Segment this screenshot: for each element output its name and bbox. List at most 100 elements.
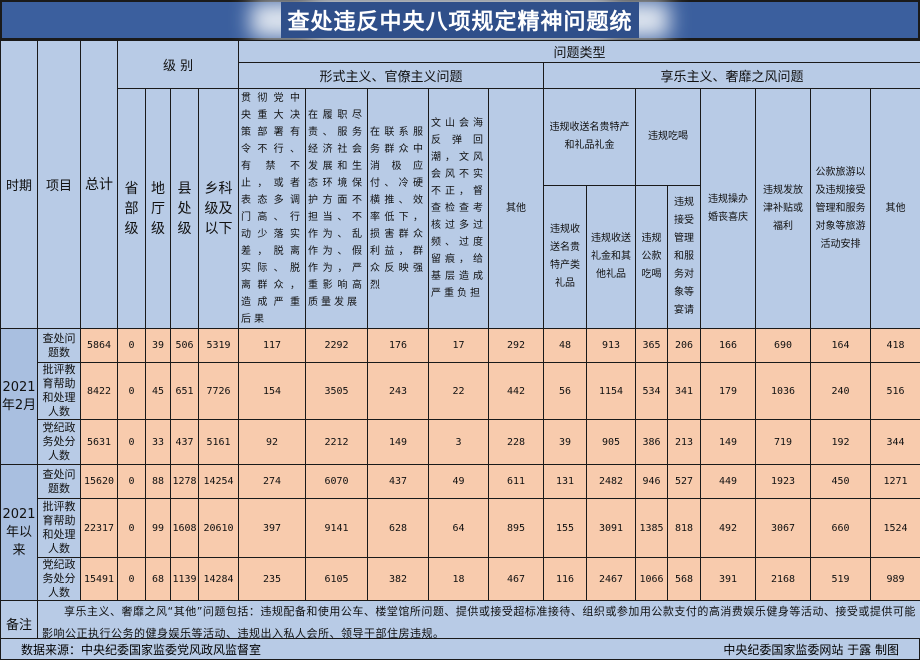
value-cell: 534 [635, 362, 669, 420]
header-dining-banquet: 违规接受管理和服务对象等宴请 [667, 185, 702, 329]
value-cell: 391 [700, 557, 757, 601]
value-cell: 0 [117, 362, 146, 420]
header-hedonism: 享乐主义、奢靡之风问题 [543, 62, 920, 89]
footer: 数据来源：中央纪委国家监委党风政风监督室 中央纪委国家监委网站 于露 制图 [0, 638, 920, 660]
data-source: 数据来源：中央纪委国家监委党风政风监督室 [21, 642, 262, 657]
value-cell: 292 [488, 328, 545, 363]
value-cell: 1278 [170, 464, 199, 499]
value-cell: 690 [755, 328, 812, 363]
value-cell: 1524 [870, 498, 920, 558]
value-cell: 611 [488, 464, 545, 499]
value-cell: 341 [667, 362, 702, 420]
header-gifts-specialty: 违规收送名贵特产类礼品 [543, 185, 588, 329]
header-travel: 公款旅游以及违规接受管理和服务对象等旅游活动安排 [810, 88, 872, 329]
header-gifts: 违规收送名贵特产和礼品礼金 [543, 88, 637, 186]
value-cell: 6070 [305, 464, 369, 499]
value-cell: 64 [428, 498, 490, 558]
value-cell: 154 [238, 362, 307, 420]
value-cell: 418 [870, 328, 920, 363]
header-dining-public: 违规公款吃喝 [635, 185, 669, 329]
value-cell: 365 [635, 328, 669, 363]
value-cell: 14254 [197, 464, 240, 499]
value-cell: 164 [810, 328, 872, 363]
value-cell: 628 [367, 498, 430, 558]
value-cell: 240 [810, 362, 872, 420]
value-cell: 99 [145, 498, 171, 558]
value-cell: 39 [543, 419, 588, 465]
header-dining: 违规吃喝 [635, 88, 702, 186]
header-total: 总计 [80, 40, 118, 329]
value-cell: 235 [238, 557, 307, 601]
value-cell: 1036 [755, 362, 812, 420]
header-formalism-3: 在联系服务群众中消极应付、冷硬横推、效率低下，损害群众利益，群众反映强烈 [367, 88, 430, 329]
value-cell: 9141 [305, 498, 369, 558]
value-cell: 1923 [755, 464, 812, 499]
value-cell: 397 [238, 498, 307, 558]
table-row: 批评教育帮助和处理人数 8422 0 45 651 7726 154 3505 243 22 442… [1, 362, 920, 420]
value-cell: 946 [635, 464, 669, 499]
item-cell: 党纪政务处分人数 [37, 557, 81, 601]
value-cell: 206 [667, 328, 702, 363]
credit: 中央纪委国家监委网站 于露 制图 [723, 642, 899, 657]
header-period: 时期 [0, 40, 38, 329]
value-cell: 449 [700, 464, 757, 499]
period-cell: 2021年以来 [0, 464, 38, 601]
value-cell: 1385 [635, 498, 669, 558]
value-cell: 651 [170, 362, 199, 420]
value-cell: 243 [367, 362, 430, 420]
value-cell: 5319 [197, 328, 240, 363]
header-level-bureau: 地厅级 [145, 88, 171, 329]
value-cell: 274 [238, 464, 307, 499]
value-cell: 5864 [80, 328, 118, 363]
value-cell: 33 [145, 419, 171, 465]
value-cell: 519 [810, 557, 872, 601]
value-cell: 0 [117, 464, 146, 499]
value-cell: 6105 [305, 557, 369, 601]
value-cell: 3 [428, 419, 490, 465]
value-cell: 2212 [305, 419, 369, 465]
value-cell: 48 [543, 328, 588, 363]
value-cell: 386 [635, 419, 669, 465]
item-cell: 查处问题数 [37, 464, 81, 499]
item-cell: 批评教育帮助和处理人数 [37, 362, 81, 420]
value-cell: 14284 [197, 557, 240, 601]
value-cell: 68 [145, 557, 171, 601]
value-cell: 0 [117, 557, 146, 601]
value-cell: 2292 [305, 328, 369, 363]
value-cell: 149 [700, 419, 757, 465]
header-weddings-funerals: 违规操办婚丧喜庆 [700, 88, 757, 329]
header-hedonism-other: 其他 [870, 88, 920, 329]
statistics-table: 时期 项目 总计 级 别 问题类型 形式主义、官僚主义问题 享乐主义、奢靡之风问… [0, 40, 920, 646]
item-cell: 党纪政务处分人数 [37, 419, 81, 465]
value-cell: 92 [238, 419, 307, 465]
value-cell: 117 [238, 328, 307, 363]
value-cell: 176 [367, 328, 430, 363]
value-cell: 18 [428, 557, 490, 601]
period-cell: 2021年2月 [0, 328, 38, 465]
value-cell: 17 [428, 328, 490, 363]
value-cell: 492 [700, 498, 757, 558]
value-cell: 905 [586, 419, 637, 465]
value-cell: 15620 [80, 464, 118, 499]
value-cell: 56 [543, 362, 588, 420]
value-cell: 45 [145, 362, 171, 420]
value-cell: 516 [870, 362, 920, 420]
value-cell: 155 [543, 498, 588, 558]
value-cell: 442 [488, 362, 545, 420]
table-row: 2021年以来 查处问题数 15620 0 88 1278 14254 274 6070 437 4… [0, 464, 920, 601]
value-cell: 22 [428, 362, 490, 420]
header-formalism-1: 贯彻党中央重大决策部署有令不行、有禁不止，或者表态多调门高、行动少落实差，脱离实… [238, 88, 307, 329]
header-item: 项目 [37, 40, 81, 329]
value-cell: 0 [117, 419, 146, 465]
table-row: 2021年2月 查处问题数 5864 0 39 506 5319 117 2292 176 17 29… [0, 328, 920, 465]
value-cell: 2467 [586, 557, 637, 601]
title-bar: 查处违反中央八项规定精神问题统 [0, 0, 920, 40]
value-cell: 1271 [870, 464, 920, 499]
value-cell: 0 [117, 328, 146, 363]
item-cell: 查处问题数 [37, 328, 81, 363]
value-cell: 344 [870, 419, 920, 465]
value-cell: 15491 [80, 557, 118, 601]
value-cell: 506 [170, 328, 199, 363]
header-level: 级 别 [116, 40, 240, 89]
header-formalism-4: 文山会海反弹回潮，文风会风不实不正，督查检查考核过多过频、过度留痕，给基层造成严… [428, 88, 490, 329]
